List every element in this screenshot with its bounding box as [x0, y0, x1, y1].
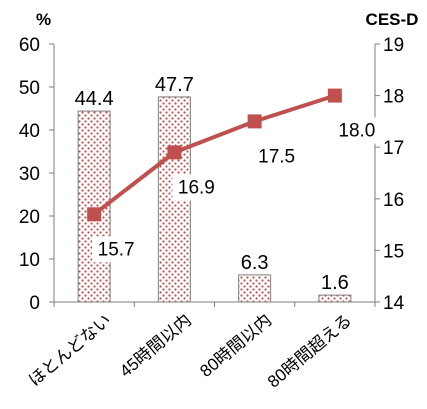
left-tick-label: 20 — [19, 207, 40, 228]
line-value-label: 17.5 — [258, 146, 295, 167]
bar — [318, 294, 352, 303]
line-value-label: 16.9 — [178, 177, 215, 198]
left-tick-label: 50 — [19, 78, 40, 99]
line-series — [87, 88, 342, 222]
line-value-label: 18.0 — [338, 121, 375, 142]
bar-value-label: 6.3 — [241, 252, 269, 274]
line-value-label-group: 15.7 — [92, 236, 141, 263]
line-marker — [247, 114, 262, 129]
left-tick-label: 30 — [19, 164, 40, 185]
bar-value-label: 44.4 — [75, 88, 114, 110]
right-axis-ticks: 14 15 16 17 18 19 — [375, 35, 405, 314]
right-tick-label: 18 — [383, 87, 404, 108]
category-label: 45時間以内 — [116, 311, 195, 381]
line-value-label-bg — [332, 117, 381, 144]
category-label: 80時間超える — [264, 311, 355, 392]
line-value-label: 15.7 — [98, 239, 135, 260]
line-value-label-bg — [172, 174, 221, 201]
left-tick-label: 10 — [19, 250, 40, 271]
line-value-label-bg — [92, 236, 141, 263]
x-axis-ticks — [53, 302, 376, 307]
left-axis-unit: % — [36, 10, 51, 29]
right-tick-label: 14 — [383, 293, 405, 314]
line-value-label-group: 18.0 — [332, 117, 381, 144]
ces-d-line — [92, 93, 336, 216]
bar-value-label: 1.6 — [321, 272, 349, 294]
line-marker — [87, 207, 102, 222]
right-tick-label: 15 — [383, 241, 404, 262]
line-marker — [327, 88, 342, 103]
left-axis-ticks: 0 10 20 30 40 50 60 — [19, 35, 54, 314]
category-label: ほとんどない — [25, 311, 115, 391]
left-tick-label: 40 — [19, 121, 40, 142]
right-tick-label: 17 — [383, 138, 404, 159]
bar — [238, 274, 272, 303]
right-tick-label: 19 — [383, 35, 404, 56]
right-axis-unit: CES-D — [366, 10, 419, 29]
line-value-label-bg — [252, 143, 301, 170]
line-data-labels: 15.7 16.9 17.5 18.0 — [92, 117, 381, 263]
line-value-label-group: 16.9 — [172, 174, 221, 201]
right-tick-label: 16 — [383, 190, 404, 211]
left-tick-label: 0 — [29, 293, 40, 314]
bar-value-label: 47.7 — [155, 74, 194, 96]
left-tick-label: 60 — [19, 35, 40, 56]
line-marker — [167, 145, 182, 160]
line-value-label-group: 17.5 — [252, 143, 301, 170]
category-label: 80時間以内 — [196, 311, 275, 381]
bar-data-labels: 44.4 47.7 6.3 1.6 — [75, 74, 349, 294]
